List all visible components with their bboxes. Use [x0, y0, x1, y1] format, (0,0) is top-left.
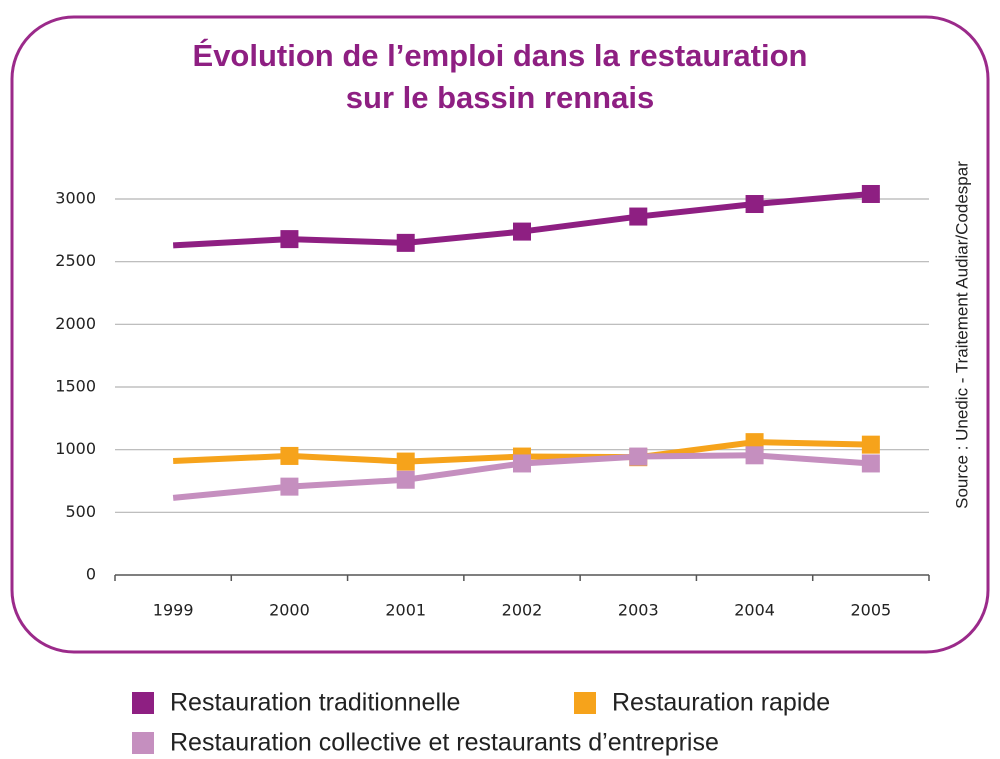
point-marker: [396, 233, 415, 252]
point-marker: [280, 230, 299, 249]
chart-title: Évolution de l’emploi dans la restaurati…: [193, 38, 808, 73]
y-tick-label: 2500: [55, 251, 96, 270]
y-tick-label: 2000: [55, 314, 96, 333]
legend-label: Restauration rapide: [612, 689, 830, 717]
point-marker: [396, 470, 415, 489]
point-marker: [861, 454, 880, 473]
point-marker: [629, 447, 648, 466]
point-marker: [280, 477, 299, 496]
point-marker: [513, 222, 531, 241]
legend-swatch: [132, 732, 154, 754]
source-note: Source : Unedic - Traitement Audiar/Code…: [952, 161, 971, 509]
point-marker: [280, 446, 299, 465]
legend-label: Restauration traditionnelle: [170, 689, 460, 717]
x-tick-label: 1999: [153, 601, 194, 620]
x-tick-label: 2002: [502, 601, 543, 620]
y-tick-label: 500: [65, 502, 96, 521]
legend-label: Restauration collective et restaurants d…: [170, 729, 719, 757]
point-marker: [745, 446, 764, 465]
x-tick-label: 2001: [385, 601, 426, 620]
y-tick-label: 1000: [55, 439, 96, 458]
frame: [10, 15, 990, 654]
legend-swatch: [574, 692, 596, 714]
y-tick-label: 1500: [55, 377, 96, 396]
y-tick-label: 0: [86, 565, 96, 584]
point-marker: [396, 452, 415, 471]
chart-title: sur le bassin rennais: [346, 80, 654, 115]
x-tick-label: 2003: [618, 601, 659, 620]
legend-swatch: [132, 692, 154, 714]
point-marker: [629, 207, 648, 226]
point-marker: [861, 435, 880, 454]
point-marker: [745, 195, 764, 214]
point-marker: [861, 184, 880, 203]
point-marker: [513, 454, 531, 473]
x-tick-label: 2005: [850, 601, 891, 620]
x-tick-label: 2004: [734, 601, 775, 620]
y-tick-label: 3000: [55, 189, 96, 208]
x-tick-label: 2000: [269, 601, 310, 620]
